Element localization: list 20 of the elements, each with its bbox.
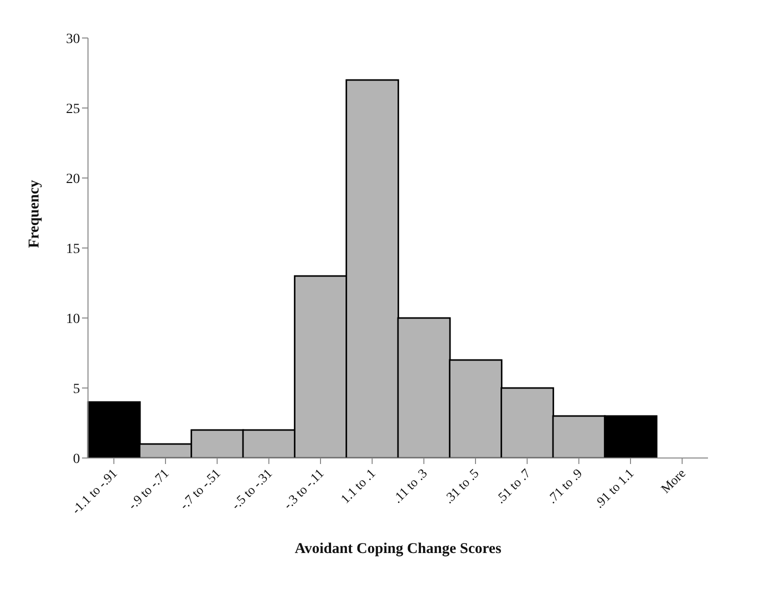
x-tick-label: -.5 to -.31 [228,466,275,512]
x-tick-label: -1.1 to -.91 [68,466,120,517]
x-tick-label: .51 to .7 [492,465,534,506]
x-tick-label: .11 to .3 [390,466,430,506]
y-tick-label: 20 [66,172,80,187]
x-tick-label: -.9 to -.71 [124,466,172,512]
y-tick-label: 15 [66,242,80,257]
y-tick-label: 0 [73,452,80,467]
x-tick-label: .31 to .5 [440,466,482,506]
x-tick-label: 1.1 to .1 [338,466,378,506]
y-tick-label: 5 [73,382,80,397]
x-tick-label: .71 to .9 [544,466,585,506]
x-tick-label: -.7 to -.51 [176,466,224,512]
x-tick-label: .91 to 1.1 [591,466,637,511]
x-axis-title: Avoidant Coping Change Scores [294,541,502,557]
y-tick-label: 30 [66,32,80,47]
x-tick-label: -.3 to -.11 [280,466,327,512]
y-axis-title: Frequency [26,179,42,248]
y-tick-label: 25 [66,102,80,117]
y-tick-label: 10 [66,312,80,327]
